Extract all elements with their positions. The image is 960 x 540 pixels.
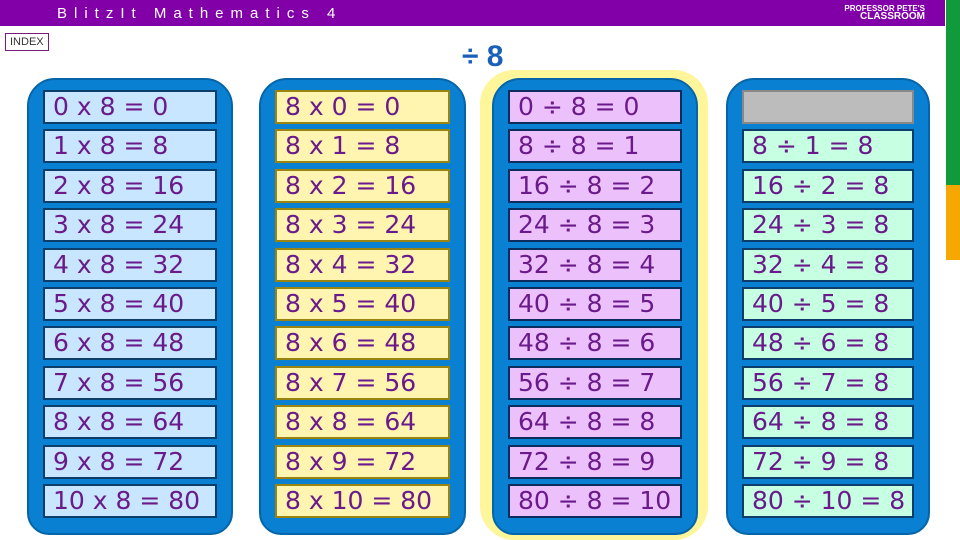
- fact-cell[interactable]: 16 ÷ 2 = 8: [742, 168, 914, 203]
- fact-cell[interactable]: 0 ÷ 8 = 0: [508, 90, 682, 124]
- fact-cell[interactable]: 8 x 8 = 64: [275, 405, 450, 440]
- fact-cell[interactable]: 8 x 0 = 0: [275, 90, 450, 124]
- panel-multiplication-left: 0 x 8 = 0 1 x 8 = 8 2 x 8 = 16 3 x 8 = 24 4 …: [27, 78, 233, 535]
- logo: PROFESSOR PETE'S CLASSROOM: [844, 4, 925, 22]
- fact-cell[interactable]: 40 ÷ 8 = 5: [508, 286, 682, 321]
- fact-cell[interactable]: 56 ÷ 8 = 7: [508, 365, 682, 400]
- fact-cell[interactable]: 48 ÷ 8 = 6: [508, 326, 682, 361]
- fact-cell[interactable]: 48 ÷ 6 = 8: [742, 326, 914, 361]
- fact-cell[interactable]: 8 ÷ 1 = 8: [742, 129, 914, 164]
- fact-cell[interactable]: 56 ÷ 7 = 8: [742, 365, 914, 400]
- fact-cell[interactable]: 2 x 8 = 16: [43, 168, 217, 203]
- fact-cell[interactable]: 16 ÷ 8 = 2: [508, 168, 682, 203]
- fact-cell[interactable]: 6 x 8 = 48: [43, 326, 217, 361]
- fact-cell[interactable]: 80 ÷ 8 = 10: [508, 483, 682, 518]
- fact-cell[interactable]: 8 x 5 = 40: [275, 286, 450, 321]
- fact-cell[interactable]: 7 x 8 = 56: [43, 365, 217, 400]
- fact-cell[interactable]: 24 ÷ 8 = 3: [508, 208, 682, 243]
- fact-cell[interactable]: 72 ÷ 8 = 9: [508, 444, 682, 479]
- fact-cell[interactable]: 64 ÷ 8 = 8: [742, 405, 914, 440]
- fact-cell[interactable]: 10 x 8 = 80: [43, 483, 217, 518]
- fact-cell[interactable]: 4 x 8 = 32: [43, 247, 217, 282]
- fact-cell[interactable]: 40 ÷ 5 = 8: [742, 286, 914, 321]
- fact-cell[interactable]: 8 x 7 = 56: [275, 365, 450, 400]
- blank-cell[interactable]: [742, 90, 914, 124]
- index-button[interactable]: INDEX: [5, 33, 49, 51]
- side-tab-orange[interactable]: [946, 185, 960, 260]
- fact-cell[interactable]: 24 ÷ 3 = 8: [742, 208, 914, 243]
- fact-cell[interactable]: 8 x 2 = 16: [275, 168, 450, 203]
- fact-cell[interactable]: 3 x 8 = 24: [43, 208, 217, 243]
- header-bar: BlitzIt Mathematics 4 PROFESSOR PETE'S CL…: [0, 0, 945, 26]
- fact-cell[interactable]: 8 x 8 = 64: [43, 405, 217, 440]
- fact-cell[interactable]: 5 x 8 = 40: [43, 286, 217, 321]
- side-tab-green[interactable]: [946, 0, 960, 185]
- fact-cell[interactable]: 80 ÷ 10 = 8: [742, 483, 914, 518]
- fact-cell[interactable]: 32 ÷ 8 = 4: [508, 247, 682, 282]
- fact-cell[interactable]: 64 ÷ 8 = 8: [508, 405, 682, 440]
- fact-cell[interactable]: 8 x 1 = 8: [275, 129, 450, 164]
- fact-cell[interactable]: 9 x 8 = 72: [43, 444, 217, 479]
- app-title: BlitzIt Mathematics 4: [57, 5, 343, 22]
- panel-division-quotient-8: 8 ÷ 1 = 8 16 ÷ 2 = 8 24 ÷ 3 = 8 32 ÷ 4 = 8 4…: [726, 78, 930, 535]
- panel-division-by-8: 0 ÷ 8 = 0 8 ÷ 8 = 1 16 ÷ 8 = 2 24 ÷ 8 = 3 32…: [492, 78, 698, 535]
- fact-cell[interactable]: 8 x 10 = 80: [275, 483, 450, 518]
- page-title: ÷ 8: [462, 40, 504, 73]
- fact-cell[interactable]: 8 x 3 = 24: [275, 208, 450, 243]
- fact-cell[interactable]: 8 x 4 = 32: [275, 247, 450, 282]
- fact-cell[interactable]: 8 x 9 = 72: [275, 444, 450, 479]
- fact-cell[interactable]: 32 ÷ 4 = 8: [742, 247, 914, 282]
- fact-cell[interactable]: 72 ÷ 9 = 8: [742, 444, 914, 479]
- fact-cell[interactable]: 8 x 6 = 48: [275, 326, 450, 361]
- fact-cell[interactable]: 1 x 8 = 8: [43, 129, 217, 164]
- fact-cell[interactable]: 0 x 8 = 0: [43, 90, 217, 124]
- panel-multiplication-right: 8 x 0 = 0 8 x 1 = 8 8 x 2 = 16 8 x 3 = 24 8 …: [259, 78, 466, 535]
- fact-cell[interactable]: 8 ÷ 8 = 1: [508, 129, 682, 164]
